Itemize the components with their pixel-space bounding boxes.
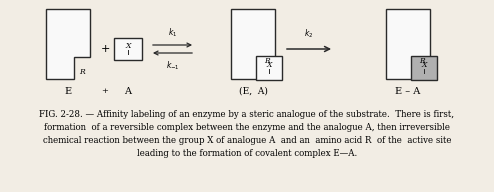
Text: E – A: E – A [395,87,420,96]
Text: $k_{-1}$: $k_{-1}$ [165,59,179,71]
Text: X: X [421,61,427,69]
Polygon shape [231,9,275,79]
Text: R: R [79,68,85,76]
Text: $k_1$: $k_1$ [168,26,177,39]
Text: FIG. 2-28. — Affinity labeling of an enzyme by a steric analogue of the substrat: FIG. 2-28. — Affinity labeling of an enz… [40,110,454,119]
Bar [256,56,282,80]
Text: R: R [264,57,270,65]
Text: E: E [64,87,72,96]
Text: chemical reaction between the group X of analogue A  and an  amino acid R  of th: chemical reaction between the group X of… [43,136,451,145]
Text: $k_2$: $k_2$ [304,27,314,40]
Text: X: X [125,42,131,50]
Polygon shape [386,9,430,79]
Text: X: X [266,61,272,69]
Text: +: + [102,87,109,95]
Text: formation  of a reversible complex between the enzyme and the analogue A, then i: formation of a reversible complex betwee… [44,123,450,132]
Text: A: A [124,87,131,96]
Text: leading to the formation of covalent complex E—A.: leading to the formation of covalent com… [137,149,357,158]
Text: R: R [419,57,425,65]
Text: +: + [100,44,110,54]
Text: (E,  A): (E, A) [239,87,267,96]
Bar [114,38,142,60]
Bar [411,56,437,80]
Polygon shape [46,9,90,79]
